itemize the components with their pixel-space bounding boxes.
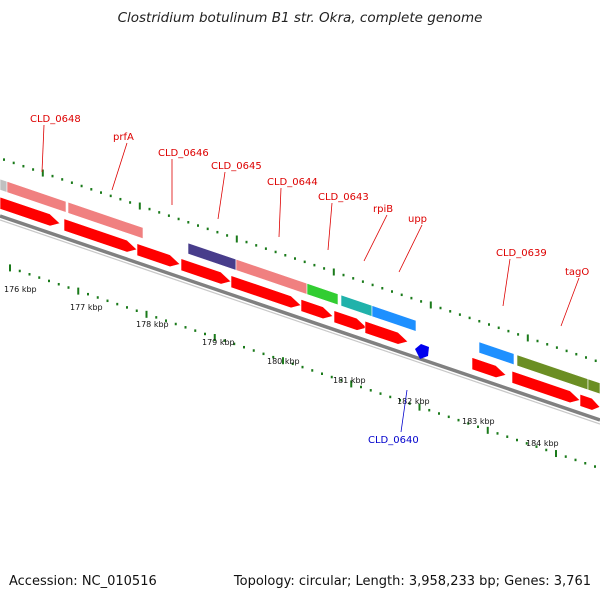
accession-text: Accession: NC_010516 [9, 574, 157, 589]
gene-label-rpib: rpiB [373, 204, 393, 215]
leader-line [398, 224, 423, 273]
cds-arrow [511, 370, 581, 404]
leader-line [217, 171, 226, 220]
cds-arrow [0, 196, 61, 227]
scale-label: 179 kbp [202, 338, 235, 347]
leader-line [278, 187, 282, 238]
scale-ticks [3, 158, 597, 468]
cds-arrow [300, 298, 334, 320]
gene-label-prfa: prfA [113, 132, 134, 143]
leader-line [502, 258, 511, 307]
leader-line [363, 214, 388, 262]
scale-label: 176 kbp [4, 285, 37, 294]
gene-marker-cld-0640 [415, 344, 429, 359]
cds-arrow [180, 258, 232, 285]
gene-label-cld-0645: CLD_0645 [211, 161, 262, 172]
gene-label-cld-0644: CLD_0644 [267, 177, 318, 188]
cds-arrow [63, 218, 138, 253]
backbone-shadow [0, 219, 600, 425]
gene-bar-upp [371, 305, 417, 332]
cds-arrow [364, 320, 409, 345]
gene-bar-cld-0648 [6, 180, 67, 213]
leader-line-bottom [400, 389, 408, 433]
scale-label: 182 kbp [397, 397, 430, 406]
gene-features [0, 178, 600, 411]
topology-text: Topology: circular; Length: 3,958,233 bp… [233, 574, 591, 589]
gene-label-cld-0640: CLD_0640 [368, 435, 419, 446]
scale-label: 177 kbp [70, 303, 103, 312]
cds-arrow [333, 310, 368, 331]
genome-title: Clostridium botulinum B1 str. Okra, comp… [117, 10, 483, 26]
gene-bar-stub [0, 178, 8, 193]
backbone-line [0, 214, 600, 422]
cds-arrow [471, 357, 507, 378]
leader-line [327, 202, 333, 251]
gene-label-cld-0639: CLD_0639 [496, 248, 547, 259]
leader-line [111, 142, 128, 191]
scale-label: 183 kbp [462, 417, 495, 426]
scale-label: 181 kbp [333, 376, 366, 385]
gene-label-upp: upp [408, 214, 427, 225]
genome-backbone [0, 214, 600, 425]
gene-label-cld-0643: CLD_0643 [318, 192, 369, 203]
gene-labels: 176 kbp 177 kbp 178 kbp 179 kbp 180 kbp 181 k… [4, 114, 589, 448]
gene-bar-cld-0639 [478, 341, 515, 366]
cds-arrow [579, 393, 600, 411]
gene-label-cld-0648: CLD_0648 [30, 114, 81, 125]
gene-bar-cld-0643 [306, 282, 339, 306]
cds-arrow [230, 275, 302, 309]
gene-bar-prfa [67, 201, 144, 240]
leader-line [41, 124, 45, 173]
scale-label: 184 kbp [526, 439, 559, 448]
scale-label: 178 kbp [136, 320, 169, 329]
cds-arrow [136, 243, 181, 268]
gene-bar-rpib [340, 294, 373, 317]
scale-label: 180 kbp [267, 357, 300, 366]
gene-bar-next [587, 378, 600, 395]
gene-label-tago: tagO [565, 267, 589, 278]
gene-label-cld-0646: CLD_0646 [158, 148, 209, 159]
leader-line [560, 277, 580, 327]
